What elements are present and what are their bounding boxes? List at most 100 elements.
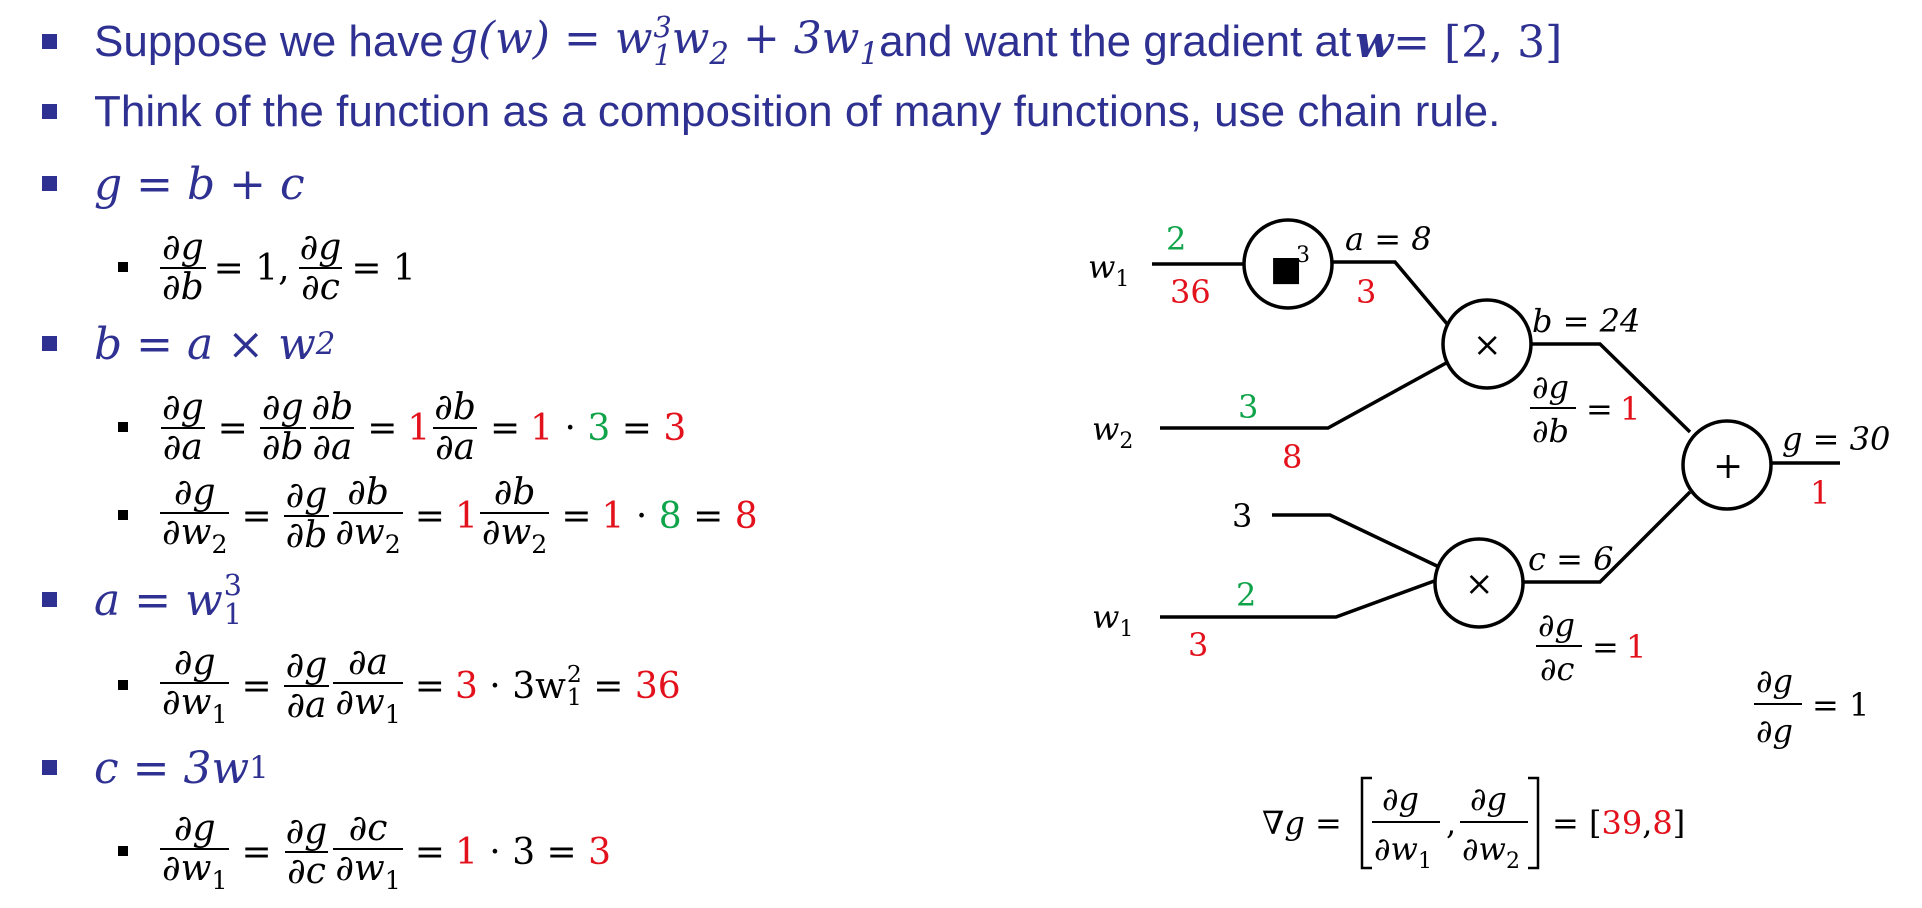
multiply-node-top [1441,298,1533,390]
intro-eq: = [2, 3] [1393,16,1563,68]
svg-text:∂g: ∂g [1382,780,1419,818]
upstream-grad: 1 [454,831,478,873]
upstream-grad: 1 [530,407,554,449]
exp: 2 [566,659,582,688]
result-grad: 36 [634,665,681,707]
frac-num: ∂g [173,641,216,683]
equals: = [489,407,521,449]
frac-num: ∂g [173,471,216,513]
edge-a-mul [1333,260,1450,327]
frac-den: ∂c [285,851,328,892]
frac-den: ∂a [284,685,329,726]
svg-text:∂g: ∂g [1532,368,1569,406]
svg-text:∂b: ∂b [1532,412,1569,450]
upstream-grad: 1 [454,495,478,537]
graph-edges [1152,260,1840,619]
equals: = [581,665,635,707]
frac-num: ∂b [347,471,389,513]
composition-text: Think of the function as a composition o… [94,87,1501,136]
bullet-marker [42,176,57,191]
result-grad: 3 [588,831,612,873]
equals: = [241,831,272,873]
edge-c-plus [1522,490,1692,584]
c-output-gradient: ∂g ∂c = 1 [1536,606,1646,688]
subscript: 1 [566,683,582,711]
frac-den: ∂w2 [479,511,550,559]
upstream-grad: 1 [407,407,431,449]
frac-den: ∂w1 [160,847,230,895]
equals: = [367,407,398,449]
svg-text:∂g: ∂g [1756,662,1793,700]
composition-line: Think of the function as a composition o… [94,84,1500,140]
frac-num: ∂b [311,387,354,429]
frac-den: ∂a [310,427,355,468]
svg-text:=: = [1592,628,1619,666]
intro-sub1: 1 [653,38,672,73]
w1-top-forward: 2 [1166,220,1186,258]
svg-text:∂w2: ∂w2 [1462,830,1520,874]
eq-a-sub: 1 [223,597,242,631]
eq-a-sup: 3 [223,568,242,603]
w2-label: w2 [1092,410,1133,454]
eq-g-text: g = b + c [94,158,305,210]
frac-den: ∂a [433,427,478,468]
add-node [1681,419,1773,511]
equals: = [241,495,272,537]
cube-exp: 3 [1296,243,1310,268]
forward-value: 3 [587,407,611,449]
eq-c-sub: 1 [249,750,269,786]
cube-node [1242,218,1334,310]
a-output-label: a = 8 [1345,220,1432,258]
c-output-label: c = 6 [1528,540,1613,578]
svg-text:= 1: = 1 [1812,686,1869,724]
svg-text:∂g: ∂g [1756,712,1793,750]
equals: = [414,831,445,873]
eq-c: c = 3w 1 [94,740,269,796]
dot: · [624,495,659,537]
eq-b-sub: 2 [315,326,336,362]
sub-bullet [118,510,128,520]
dg-dg-label: ∂g ∂g = 1 [1754,662,1869,750]
deriv-g: ∂g ∂b = 1, ∂g ∂c = 1 [158,227,416,308]
intro-w-bold: w [1355,16,1394,68]
frac-num: ∂b [493,471,536,513]
frac-num: ∂g [261,387,304,429]
frac-num: ∂b [434,387,476,429]
frac-den: ∂a [160,427,205,468]
edge-w2-mul [1160,360,1449,430]
svg-text:= [39,8]: = [39,8] [1552,804,1685,842]
bullet-marker [42,104,57,119]
intro-exp: 3 [653,9,672,44]
sub-bullet [118,846,128,856]
frac-num: ∂g [285,475,328,517]
cube-symbol: ■ [1270,249,1302,289]
frac-num: ∂g [162,387,204,429]
svg-text:∂c: ∂c [1540,650,1575,688]
frac-num: ∂g [162,227,204,269]
frac-num: ∂a [348,641,389,683]
eq-a-text: a = w [94,574,223,626]
result-grad: 8 [734,495,758,537]
w1-bottom-backward: 3 [1188,626,1208,664]
eq-g: g = b + c [94,156,305,212]
multiply-node-bottom [1433,537,1525,629]
equals: = [414,665,445,707]
forward-value: 8 [658,495,682,537]
b-output-label: b = 24 [1532,302,1640,340]
bullet-marker [42,760,57,775]
equals: = [610,407,664,449]
edge-3-mul [1272,513,1438,568]
frac-den: ∂w1 [160,681,230,729]
frac-den: ∂c [299,267,342,308]
equals: = [217,407,248,449]
equals: = [681,495,735,537]
svg-text:∇g =: ∇g = [1262,804,1342,842]
edge-b-plus [1530,342,1692,434]
eq-c-text: c = 3w [94,742,250,794]
intro-tail: and want the gradient at [879,17,1352,66]
frac-num: ∂g [173,807,216,849]
deriv-a-chain: ∂g ∂a = ∂g ∂b ∂b ∂a = 1 ∂b ∂a = 1 · 3 = 3 [158,387,686,468]
equals: = [561,495,592,537]
a-output-backward: 3 [1356,273,1376,311]
